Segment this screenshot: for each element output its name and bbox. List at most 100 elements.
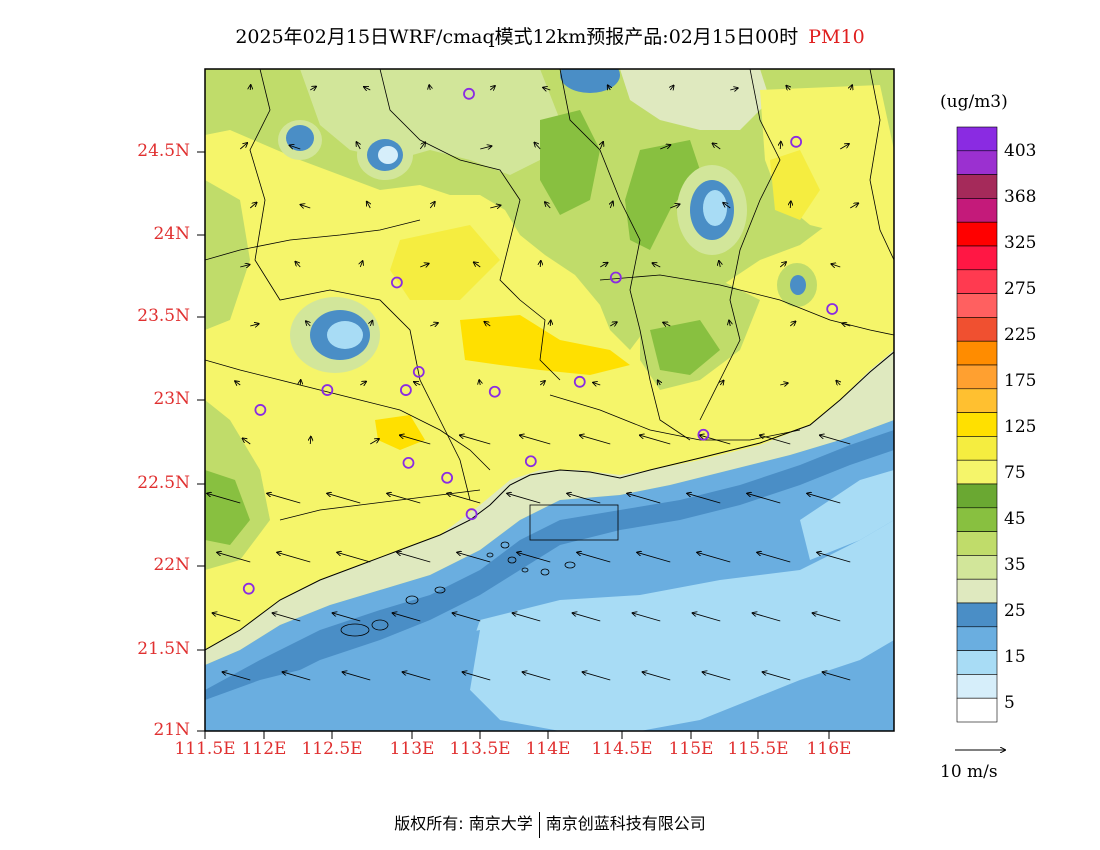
wind-arrow <box>540 381 545 385</box>
concentration-field <box>205 69 894 731</box>
legend-swatch <box>956 269 998 294</box>
station-marker <box>412 365 425 378</box>
legend-level: 175 <box>1004 371 1037 391</box>
station-marker <box>524 455 537 468</box>
mid-yellow-patch <box>390 225 500 300</box>
wind-arrow <box>757 552 791 563</box>
wind-arrow <box>540 261 541 268</box>
wind-arrow <box>693 613 721 622</box>
wind-arrow <box>753 613 781 622</box>
wind-arrow <box>720 380 723 385</box>
wind-arrow <box>817 552 851 563</box>
wind-arrow <box>429 202 435 209</box>
wind-arrow <box>786 86 790 90</box>
legend-level: 403 <box>1004 141 1037 161</box>
legend-level: 25 <box>1004 601 1026 621</box>
lon-label: 111.5E <box>174 739 236 759</box>
wind-arrow <box>223 672 251 681</box>
prd-high-core <box>460 315 630 375</box>
wind-arrow <box>643 672 671 681</box>
legend-level: 5 <box>1004 693 1015 713</box>
wind-arrow <box>577 552 611 563</box>
legend-unit: (ug/m3) <box>940 92 1008 112</box>
legend-swatch <box>956 364 998 390</box>
legend-swatch <box>956 674 998 699</box>
legend-swatch <box>956 436 998 461</box>
southwest-sea <box>205 630 500 731</box>
wind-arrow <box>242 438 251 445</box>
wind-arrow <box>419 142 425 150</box>
wind-arrow <box>608 85 611 90</box>
legend-swatch <box>956 126 998 152</box>
wind-arrow <box>583 672 611 681</box>
lat-label: 24N <box>153 224 190 244</box>
legend-swatch <box>956 293 998 318</box>
wind-arrow <box>283 672 311 681</box>
wind-arrow <box>393 613 421 622</box>
wind-arrow <box>403 672 431 681</box>
northwest-green <box>205 180 250 330</box>
wind-arrow <box>840 144 849 150</box>
wind-arrow <box>573 613 601 622</box>
wind-arrow <box>723 203 731 209</box>
legend-swatch <box>956 459 998 485</box>
wind-arrow <box>235 381 241 385</box>
coastline <box>205 351 894 651</box>
wind-arrow <box>240 265 249 267</box>
wind-arrow <box>239 143 247 150</box>
wind-arrow <box>640 435 671 445</box>
wind-arrow <box>250 324 258 326</box>
title-pollutant: PM10 <box>808 26 865 48</box>
wind-arrow <box>842 323 851 326</box>
station-marker <box>463 87 475 100</box>
wind-arrow <box>637 552 671 563</box>
wind-arrow <box>580 435 611 445</box>
legend-level: 35 <box>1004 555 1026 575</box>
wind-arrow <box>543 88 551 90</box>
station-marker <box>573 375 586 388</box>
wind-arrow <box>820 435 851 445</box>
hill-spot-mid-d <box>286 125 314 151</box>
northeast-yellow-patch <box>770 150 820 220</box>
station-marker <box>697 428 710 441</box>
lon-label: 115.5E <box>727 739 789 759</box>
wind-arrow <box>490 205 500 208</box>
legend-swatch <box>956 174 998 199</box>
wind-arrow <box>760 435 791 445</box>
station-marker <box>242 582 255 595</box>
wind-arrow <box>400 435 431 445</box>
legend-swatch <box>956 531 998 556</box>
legend-swatch <box>956 626 998 651</box>
wind-arrow <box>267 493 301 504</box>
station-marker <box>465 508 478 521</box>
lat-label: 23.5N <box>137 306 190 326</box>
wind-arrow <box>831 264 841 267</box>
wind-arrow <box>652 263 661 267</box>
wind-arrow <box>367 202 371 209</box>
legend-swatch <box>956 317 998 342</box>
wind-arrow <box>420 264 428 267</box>
legend-level: 75 <box>1004 463 1026 483</box>
green-ridge-2 <box>540 110 600 215</box>
lat-label: 21N <box>153 720 190 740</box>
station-marker <box>402 456 415 469</box>
wind-arrow <box>712 143 721 150</box>
wind-arrow <box>823 672 851 681</box>
wind-arrow <box>813 613 841 622</box>
hill-spot-core-a <box>327 321 363 349</box>
lon-label: 116E <box>806 739 852 759</box>
station-marker <box>488 385 501 398</box>
islands <box>340 541 576 637</box>
wind-arrow <box>520 435 551 445</box>
nearshore-sea-band <box>205 430 894 715</box>
legend-level: 125 <box>1004 417 1037 437</box>
wind-arrow <box>463 672 491 681</box>
offshore-clean-sea <box>470 520 894 731</box>
wind-arrow <box>703 672 731 681</box>
legend-swatch <box>956 340 998 366</box>
wind-arrow <box>387 493 421 504</box>
station-marker <box>254 404 267 416</box>
wind-arrow <box>534 143 541 150</box>
wind-arrow <box>213 613 241 622</box>
